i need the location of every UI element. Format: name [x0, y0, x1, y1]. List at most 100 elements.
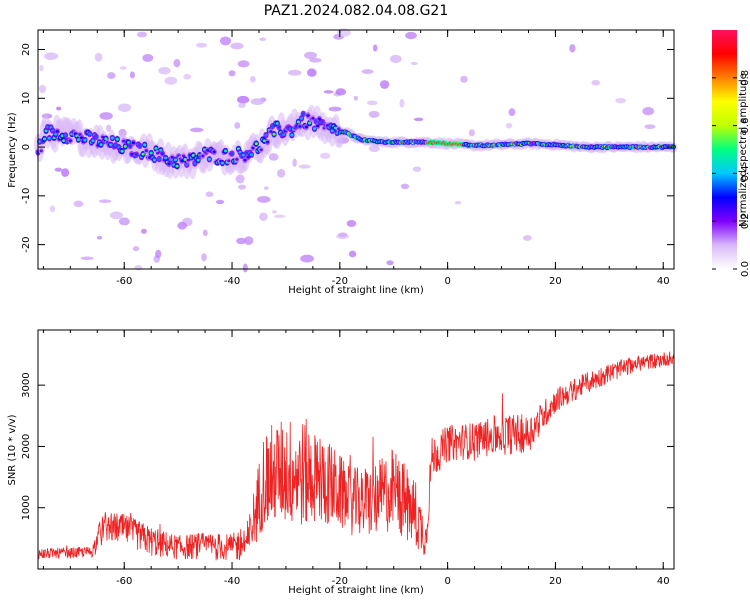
- heatmap-speckle: [454, 200, 462, 205]
- heatmap-core: [277, 125, 281, 129]
- heatmap-core: [212, 150, 216, 154]
- heatmap-core: [312, 127, 317, 131]
- colorbar: 0.0 0.2 0.4 0.6 0.8 Normalized spectral ampl…: [712, 30, 750, 277]
- snr-x-tick-label: 0: [444, 576, 450, 587]
- heatmap-speckle: [274, 214, 286, 218]
- heatmap-speckle: [335, 88, 347, 96]
- heatmap-core: [314, 120, 318, 123]
- heatmap-core: [298, 125, 302, 128]
- heatmap-core: [154, 147, 158, 150]
- heatmap-speckle: [39, 84, 46, 94]
- heatmap-core: [42, 137, 47, 141]
- heatmap-speckle: [235, 174, 245, 184]
- spectrogram-y-tick-label: 20: [21, 43, 32, 56]
- heatmap-speckle: [413, 117, 424, 122]
- heatmap-core: [76, 138, 81, 142]
- heatmap-speckle: [98, 199, 112, 204]
- heatmap-speckle: [259, 37, 267, 41]
- heatmap-core: [94, 135, 98, 139]
- heatmap-speckle: [230, 42, 244, 50]
- heatmap-speckle: [412, 166, 422, 172]
- heatmap-core: [220, 161, 224, 165]
- colorbar-tick-label: 0.0: [740, 261, 750, 277]
- heatmap-speckle: [140, 228, 147, 234]
- heatmap-speckle: [337, 232, 348, 238]
- snr-y-tick-label: 3000: [21, 372, 32, 397]
- heatmap-speckle: [228, 70, 236, 77]
- heatmap-core: [246, 155, 250, 159]
- heatmap-core: [143, 143, 147, 147]
- heatmap-speckle: [309, 57, 322, 63]
- heatmap-speckle: [259, 212, 268, 222]
- heatmap-speckle: [642, 107, 655, 116]
- colorbar-gradient: [712, 30, 737, 269]
- heatmap-speckle: [205, 191, 214, 198]
- snr-x-tick-label: -20: [332, 576, 348, 587]
- heatmap-speckle: [346, 219, 357, 228]
- heatmap-speckle: [94, 52, 103, 62]
- heatmap-core: [149, 151, 153, 155]
- heatmap-speckle: [155, 249, 162, 259]
- heatmap-core: [170, 155, 174, 159]
- heatmap-speckle: [242, 263, 248, 273]
- heatmap-speckle: [353, 95, 358, 101]
- heatmap-speckle: [644, 124, 656, 130]
- heatmap-core: [128, 144, 132, 148]
- heatmap-speckle: [410, 61, 418, 66]
- heatmap-core: [270, 124, 275, 128]
- heatmap-speckle: [238, 184, 247, 190]
- snr-panel: -60 -40 -20 0 20 40 1000 2000 3000 Height of str…: [7, 329, 675, 596]
- heatmap-core: [269, 130, 273, 133]
- heatmap-core: [193, 161, 197, 165]
- heatmap-speckle: [361, 69, 374, 75]
- heatmap-speckle: [400, 183, 410, 190]
- heatmap-speckle: [106, 124, 112, 132]
- heatmap-speckle: [99, 112, 113, 120]
- heatmap-speckle: [307, 68, 317, 77]
- heatmap-speckle: [201, 253, 207, 262]
- heatmap-core: [135, 153, 139, 157]
- spectrogram-y-tick-label: 10: [21, 92, 32, 105]
- heatmap-core: [110, 136, 114, 140]
- heatmap-core: [249, 153, 254, 157]
- heatmap-speckle: [202, 229, 208, 237]
- spectrogram-x-tick-label: 0: [444, 276, 450, 287]
- heatmap-speckle: [368, 110, 380, 118]
- heatmap-core: [296, 120, 300, 124]
- heatmap-speckle: [304, 51, 317, 60]
- heatmap-core: [91, 139, 95, 143]
- heatmap-core: [301, 112, 305, 116]
- heatmap-core: [275, 122, 279, 125]
- heatmap-speckle: [56, 106, 62, 111]
- heatmap-speckle: [177, 221, 188, 230]
- spectrogram-ticks: -60 -40 -20 0 20 40 -20 -10 0 10 20: [21, 30, 674, 287]
- heatmap-speckle: [243, 236, 254, 246]
- heatmap-core: [175, 164, 179, 168]
- heatmap-speckle: [522, 235, 532, 241]
- heatmap-core: [320, 120, 325, 124]
- heatmap-core: [185, 163, 189, 167]
- heatmap-core: [99, 143, 103, 147]
- snr-y-tick-label: 1000: [21, 495, 32, 520]
- heatmap-speckle: [405, 31, 417, 40]
- heatmap-core: [272, 132, 276, 136]
- heatmap-core: [144, 149, 148, 153]
- heatmap-speckle: [379, 80, 390, 89]
- colorbar-tick-label: 0.8: [740, 70, 750, 86]
- spectrogram-x-tick-label: -40: [224, 276, 240, 287]
- spectrogram-heatmap: [34, 28, 678, 273]
- heatmap-core: [50, 129, 55, 132]
- heatmap-core: [157, 157, 161, 161]
- heatmap-core: [186, 158, 190, 162]
- heatmap-core: [55, 130, 60, 133]
- heatmap-speckle: [215, 199, 225, 205]
- heatmap-core: [164, 156, 168, 160]
- heatmap-speckle: [236, 95, 250, 104]
- heatmap-core: [39, 149, 43, 153]
- heatmap-core: [104, 137, 108, 141]
- heatmap-speckle: [298, 164, 311, 169]
- heatmap-core: [230, 152, 234, 155]
- heatmap-speckle: [323, 90, 334, 94]
- heatmap-core: [241, 153, 245, 157]
- heatmap-speckle: [591, 79, 600, 86]
